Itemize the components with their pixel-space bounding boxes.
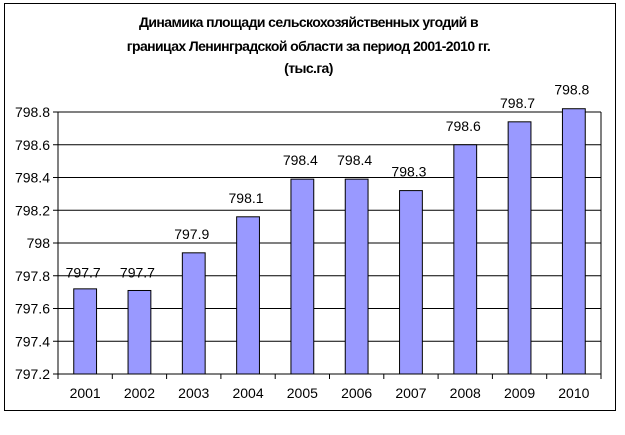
bar xyxy=(507,121,532,375)
bar xyxy=(236,216,260,375)
data-label: 797.7 xyxy=(66,264,101,280)
bar xyxy=(453,144,478,375)
data-label: 797.7 xyxy=(120,264,155,280)
bar xyxy=(290,178,315,375)
data-label: 798.7 xyxy=(500,95,535,111)
y-tick-label: 798.4 xyxy=(15,170,50,186)
y-tick-label: 798.2 xyxy=(15,202,50,218)
y-tick-label: 797.6 xyxy=(15,301,50,317)
y-tick-label: 798.6 xyxy=(15,137,50,153)
data-label: 798.6 xyxy=(446,118,481,134)
data-label: 798.4 xyxy=(283,152,318,168)
data-label: 798.1 xyxy=(229,190,264,206)
x-tick-label: 2006 xyxy=(341,385,372,401)
data-label: 798.4 xyxy=(337,152,372,168)
y-tick-label: 798.8 xyxy=(15,104,50,120)
y-tick-label: 798 xyxy=(27,235,51,251)
x-tick-label: 2003 xyxy=(178,385,209,401)
x-tick-label: 2001 xyxy=(70,385,101,401)
x-tick-label: 2004 xyxy=(232,385,263,401)
y-tick-label: 797.8 xyxy=(15,268,50,284)
chart-title-line-2: границах Ленинградской области за период… xyxy=(126,38,491,54)
x-tick-label: 2010 xyxy=(558,385,589,401)
bar xyxy=(344,178,369,375)
chart-title-line-3: (тыс.га) xyxy=(284,60,333,76)
data-label: 798.8 xyxy=(554,82,589,98)
bar xyxy=(561,108,586,375)
x-tick-label: 2005 xyxy=(287,385,318,401)
y-tick-label: 797.4 xyxy=(15,333,50,349)
bar xyxy=(73,288,98,375)
bar xyxy=(127,289,152,375)
x-tick-label: 2002 xyxy=(124,385,155,401)
data-label: 798.3 xyxy=(391,164,426,180)
x-tick-label: 2009 xyxy=(504,385,535,401)
x-tick-label: 2008 xyxy=(450,385,481,401)
data-label: 797.9 xyxy=(174,226,209,242)
bar xyxy=(399,190,423,375)
x-tick-label: 2007 xyxy=(395,385,426,401)
chart-title-line-1: Динамика площади сельскохозяйственных уг… xyxy=(139,14,479,30)
y-tick-label: 797.2 xyxy=(15,366,50,382)
bar xyxy=(181,252,206,375)
